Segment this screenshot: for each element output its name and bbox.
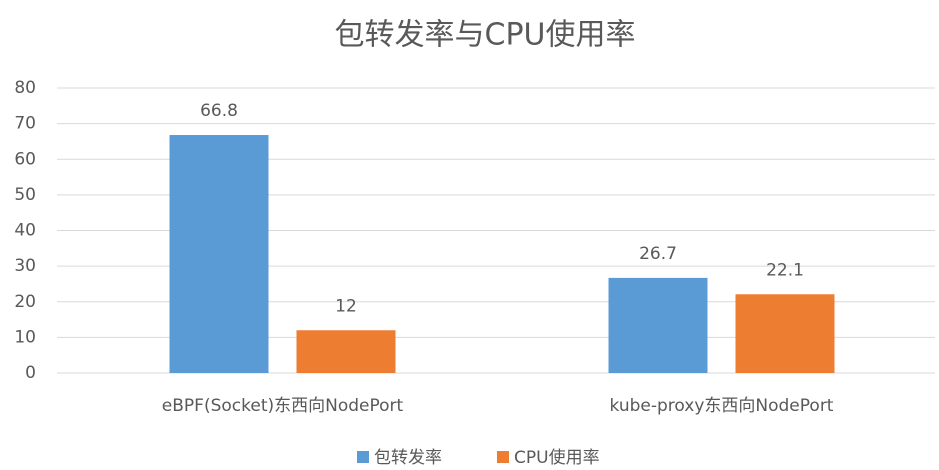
data-label: 66.8 bbox=[200, 101, 238, 121]
legend-label: 包转发率 bbox=[374, 448, 442, 468]
bar bbox=[735, 294, 835, 373]
y-tick-label: 20 bbox=[14, 292, 36, 312]
y-tick-label: 50 bbox=[14, 185, 36, 205]
bar bbox=[608, 277, 708, 373]
chart-title: 包转发率与CPU使用率 bbox=[335, 18, 636, 53]
y-tick-label: 30 bbox=[14, 256, 36, 276]
bar bbox=[296, 330, 396, 373]
data-label: 22.1 bbox=[766, 260, 804, 280]
legend-label: CPU使用率 bbox=[514, 447, 600, 468]
y-tick-label: 0 bbox=[25, 363, 36, 383]
y-tick-label: 40 bbox=[14, 221, 36, 241]
y-tick-label: 80 bbox=[14, 78, 36, 98]
data-label: 12 bbox=[335, 296, 357, 316]
x-tick-label: kube-proxy东西向NodePort bbox=[610, 396, 834, 416]
data-label: 26.7 bbox=[639, 244, 677, 264]
y-tick-label: 10 bbox=[14, 327, 36, 347]
legend-swatch bbox=[357, 451, 369, 463]
legend-swatch bbox=[497, 451, 509, 463]
bar bbox=[169, 135, 269, 373]
y-tick-label: 70 bbox=[14, 114, 36, 134]
y-tick-label: 60 bbox=[14, 149, 36, 169]
x-tick-label: eBPF(Socket)东西向NodePort bbox=[162, 396, 404, 416]
